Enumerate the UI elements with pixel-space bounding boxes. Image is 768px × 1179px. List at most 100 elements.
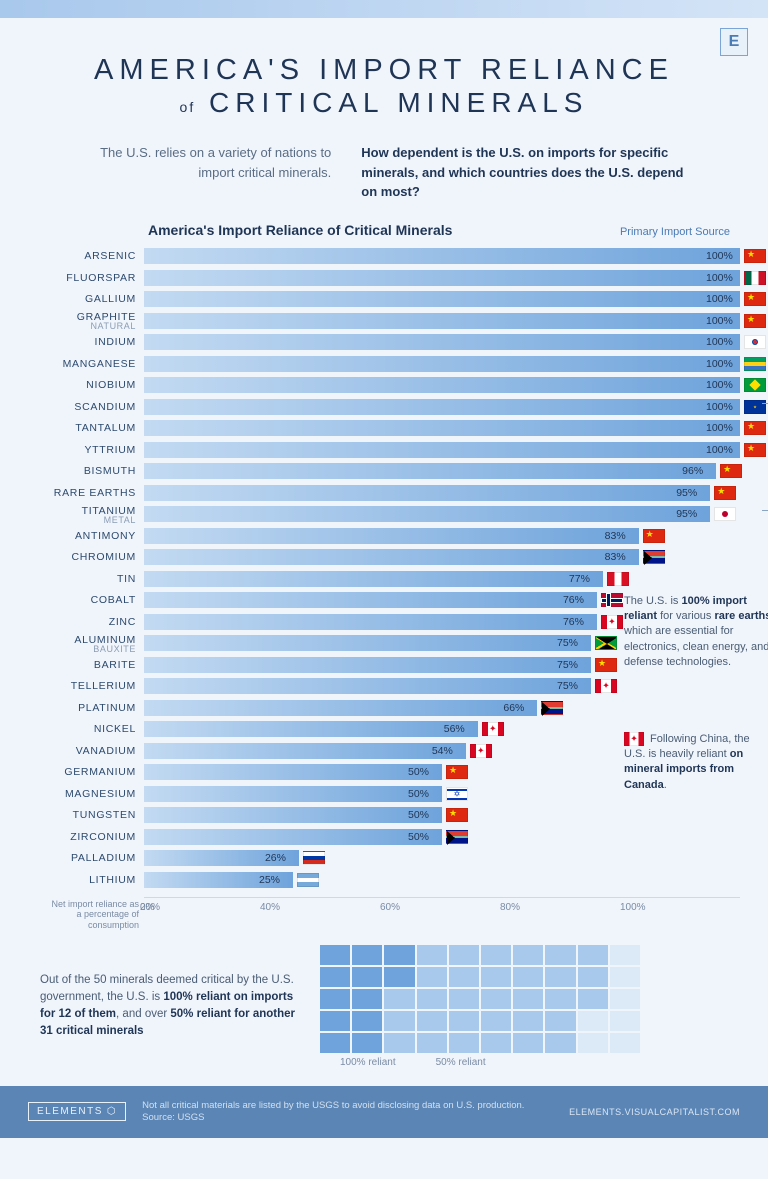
bar bbox=[144, 248, 740, 264]
grid-boxes bbox=[320, 945, 640, 1053]
bar bbox=[144, 721, 478, 737]
bracket-rare-earths bbox=[762, 403, 768, 511]
pct-label: 26% bbox=[265, 852, 286, 864]
bar-track: 95% bbox=[144, 506, 740, 522]
grid-cell bbox=[417, 967, 447, 987]
grid-cell bbox=[513, 1011, 543, 1031]
bar bbox=[144, 764, 442, 780]
axis-tick: 40% bbox=[260, 898, 380, 913]
pct-label: 50% bbox=[408, 809, 429, 821]
row-label: INDIUM bbox=[28, 336, 144, 348]
pct-label: 76% bbox=[563, 616, 584, 628]
grid-cell bbox=[449, 945, 479, 965]
chart-row: INDIUM 100% bbox=[28, 332, 740, 354]
grid-cell bbox=[545, 967, 575, 987]
bar bbox=[144, 442, 740, 458]
grid-cell bbox=[578, 967, 608, 987]
bar-track: 26% bbox=[144, 850, 740, 866]
row-label: ZIRCONIUM bbox=[28, 831, 144, 843]
brand-badge: E bbox=[720, 28, 748, 56]
x-axis: 0%20%40%60%80%100% bbox=[144, 897, 740, 913]
grid-cell bbox=[320, 1011, 350, 1031]
pct-label: 100% bbox=[706, 401, 733, 413]
flag-br-icon bbox=[744, 378, 766, 392]
grid-cell bbox=[513, 967, 543, 987]
bar-track: 100% bbox=[144, 356, 740, 372]
chart-row: TIN77% bbox=[28, 568, 740, 590]
pct-label: 75% bbox=[557, 637, 578, 649]
grid-cell bbox=[578, 1011, 608, 1031]
bar-track: 95% bbox=[144, 485, 740, 501]
row-label: ZINC bbox=[28, 616, 144, 628]
bar bbox=[144, 356, 740, 372]
pct-label: 100% bbox=[706, 293, 733, 305]
pct-label: 25% bbox=[259, 874, 280, 886]
flag-jm-icon bbox=[595, 636, 617, 650]
row-label: VANADIUM bbox=[28, 745, 144, 757]
footer-note: Not all critical materials are listed by… bbox=[142, 1100, 553, 1125]
grid-cell bbox=[610, 1033, 640, 1053]
flag-cn-icon bbox=[643, 529, 665, 543]
chart-row: CHROMIUM83% bbox=[28, 547, 740, 569]
grid-cell bbox=[610, 967, 640, 987]
flag-cn-icon bbox=[446, 765, 468, 779]
flag-ca-icon bbox=[595, 679, 617, 693]
bar-track: 66% bbox=[144, 700, 740, 716]
bar bbox=[144, 829, 442, 845]
bar-track: 96% bbox=[144, 463, 740, 479]
chart-header: America's Import Reliance of Critical Mi… bbox=[28, 222, 740, 246]
infographic-page: E AMERICA'S IMPORT RELIANCE of CRITICAL … bbox=[0, 0, 768, 1138]
bar bbox=[144, 485, 710, 501]
row-label: PALLADIUM bbox=[28, 852, 144, 864]
grid-cell bbox=[545, 945, 575, 965]
pct-label: 100% bbox=[706, 315, 733, 327]
chart-row: BISMUTH96% bbox=[28, 461, 740, 483]
bar bbox=[144, 571, 603, 587]
bar bbox=[144, 549, 639, 565]
row-label: MAGNESIUM bbox=[28, 788, 144, 800]
bar-track: 25% bbox=[144, 872, 740, 888]
pct-label: 100% bbox=[706, 272, 733, 284]
row-label: NICKEL bbox=[28, 723, 144, 735]
row-label: LITHIUM bbox=[28, 874, 144, 886]
bar-track: 100% bbox=[144, 420, 740, 436]
header: AMERICA'S IMPORT RELIANCE of CRITICAL MI… bbox=[0, 18, 768, 129]
bar bbox=[144, 399, 740, 415]
grid-cell bbox=[384, 1011, 414, 1031]
chart-row: RARE EARTHS95% bbox=[28, 482, 740, 504]
grid-cell bbox=[481, 989, 511, 1009]
chart-row: LITHIUM 25% bbox=[28, 869, 740, 891]
pct-label: 100% bbox=[706, 358, 733, 370]
grid-cell bbox=[610, 989, 640, 1009]
intro-block: The U.S. relies on a variety of nations … bbox=[0, 129, 768, 222]
pct-label: 76% bbox=[563, 594, 584, 606]
pct-label: 83% bbox=[605, 551, 626, 563]
bar bbox=[144, 614, 597, 630]
bar-track: 100% bbox=[144, 377, 740, 393]
row-label: ARSENIC bbox=[28, 250, 144, 262]
chart-row: PLATINUM66% bbox=[28, 697, 740, 719]
pct-label: 95% bbox=[676, 508, 697, 520]
row-label: ANTIMONY bbox=[28, 530, 144, 542]
chart-row: MANGANESE100% bbox=[28, 353, 740, 375]
chart-row: TUNGSTEN50% bbox=[28, 805, 740, 827]
pct-label: 100% bbox=[706, 336, 733, 348]
flag-kr-icon bbox=[744, 335, 766, 349]
axis-label: Net import reliance as a percentage of c… bbox=[44, 899, 139, 931]
chart-row: SCANDIUM100% bbox=[28, 396, 740, 418]
axis-tick: 20% bbox=[140, 898, 260, 913]
grid-cell bbox=[384, 967, 414, 987]
grid-cell bbox=[352, 1011, 382, 1031]
grid-cell bbox=[320, 989, 350, 1009]
bar-track: 83% bbox=[144, 549, 740, 565]
annotation-canada: Following China, the U.S. is heavily rel… bbox=[624, 732, 768, 794]
row-label: GERMANIUM bbox=[28, 766, 144, 778]
footer-url: ELEMENTS.VISUALCAPITALIST.COM bbox=[569, 1107, 740, 1117]
flag-ca-icon bbox=[601, 615, 623, 629]
flag-cn-icon bbox=[744, 314, 766, 328]
flag-mx-icon bbox=[744, 271, 766, 285]
grid-cell bbox=[417, 1033, 447, 1053]
pct-label: 54% bbox=[432, 745, 453, 757]
grid-cell bbox=[545, 1011, 575, 1031]
row-label: BISMUTH bbox=[28, 465, 144, 477]
